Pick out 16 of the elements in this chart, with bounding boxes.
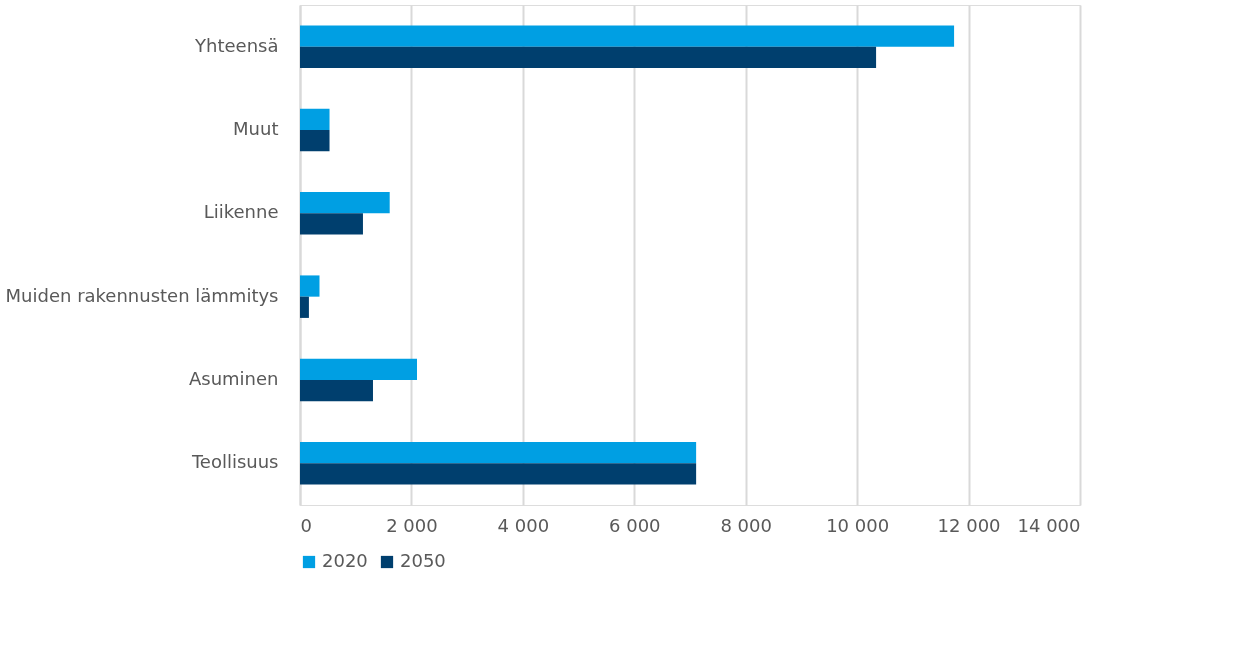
x-tick-label: 6 000: [609, 514, 661, 536]
y-tick-label: Teollisuus: [190, 451, 279, 473]
x-tick-label: 2 000: [386, 514, 438, 536]
legend-label: 2050: [400, 550, 446, 571]
y-tick-label: Liikenne: [203, 201, 279, 223]
y-tick-label: Asuminen: [188, 368, 279, 389]
y-tick-label: Yhteensä: [194, 34, 279, 56]
x-tick-label: 10 000: [826, 514, 890, 536]
legend-label: 2020: [322, 550, 368, 571]
x-tick-label: 0: [300, 514, 312, 536]
y-tick-label: Muut: [233, 118, 279, 139]
x-tick-label: 8 000: [720, 514, 772, 536]
x-tick-label: 12 000: [937, 514, 1001, 536]
x-tick-label: 4 000: [497, 514, 550, 536]
y-tick-label: Muiden rakennusten lämmitys: [5, 284, 279, 306]
x-tick-label: 14 000: [1017, 514, 1081, 536]
